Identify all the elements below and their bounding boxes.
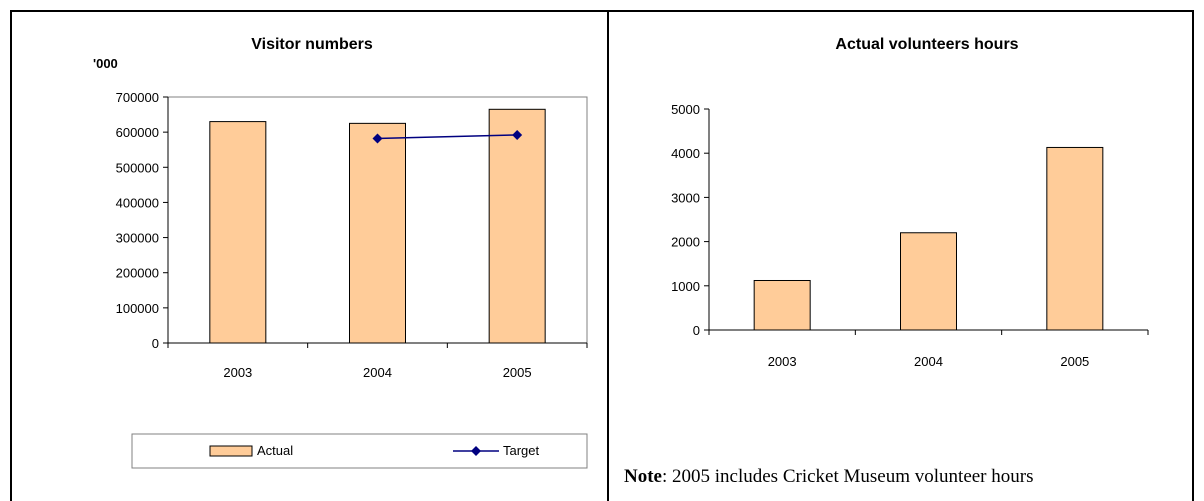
y-tick-label: 2000 xyxy=(671,235,700,250)
volunteer-hours-chart: Actual volunteers hours 0 1000 2000 3000 400… xyxy=(671,36,1149,369)
y-tick-label: 4000 xyxy=(671,146,700,161)
bar-2004 xyxy=(900,232,957,331)
note-body: : 2005 includes Cricket Museum volunteer… xyxy=(661,466,1034,487)
legend: Actual Target xyxy=(131,433,588,469)
bar-2004 xyxy=(349,122,406,344)
y-tick-label: 0 xyxy=(693,323,700,338)
x-tick-label: 2004 xyxy=(914,354,943,369)
y-axis-label: '000 xyxy=(93,56,118,71)
y-tick-label: 5000 xyxy=(671,102,700,117)
chart-title: Visitor numbers xyxy=(251,36,373,53)
y-tick-label: 200000 xyxy=(116,266,159,281)
bar-2005 xyxy=(1046,146,1104,331)
note-label: Note xyxy=(624,466,662,487)
bar-2003 xyxy=(209,121,267,344)
y-tick-label: 300000 xyxy=(116,231,159,246)
legend-marker-target xyxy=(471,446,481,456)
bar-2005 xyxy=(488,108,546,344)
y-tick-label: 0 xyxy=(152,336,159,351)
y-tick-label: 3000 xyxy=(671,190,700,205)
legend-label-actual: Actual xyxy=(257,443,293,458)
x-tick-label: 2004 xyxy=(363,365,392,380)
y-tick-label: 500000 xyxy=(116,160,159,175)
visitor-numbers-chart: Visitor numbers '000 0 100000 200000 300000… xyxy=(93,36,588,469)
table-frame xyxy=(10,10,1194,501)
legend-label-target: Target xyxy=(503,443,540,458)
y-tick-label: 600000 xyxy=(116,125,159,140)
chart-title: Actual volunteers hours xyxy=(835,36,1018,53)
x-tick-label: 2003 xyxy=(223,365,252,380)
legend-box xyxy=(131,433,588,469)
x-tick-label: 2003 xyxy=(768,354,797,369)
y-tick-label: 1000 xyxy=(671,279,700,294)
y-tick-label: 400000 xyxy=(116,195,159,210)
target-point-2005 xyxy=(512,129,523,140)
y-tick-label: 700000 xyxy=(116,90,159,105)
y-tick-label: 100000 xyxy=(116,301,159,316)
bar-2003 xyxy=(753,279,811,331)
note-text: Note: 2005 includes Cricket Museum volun… xyxy=(624,466,1033,488)
x-tick-label: 2005 xyxy=(503,365,532,380)
target-point-2004 xyxy=(372,133,383,144)
legend-swatch-actual xyxy=(209,445,253,457)
column-divider xyxy=(607,10,609,501)
target-series-line xyxy=(377,134,518,140)
x-tick-label: 2005 xyxy=(1060,354,1089,369)
